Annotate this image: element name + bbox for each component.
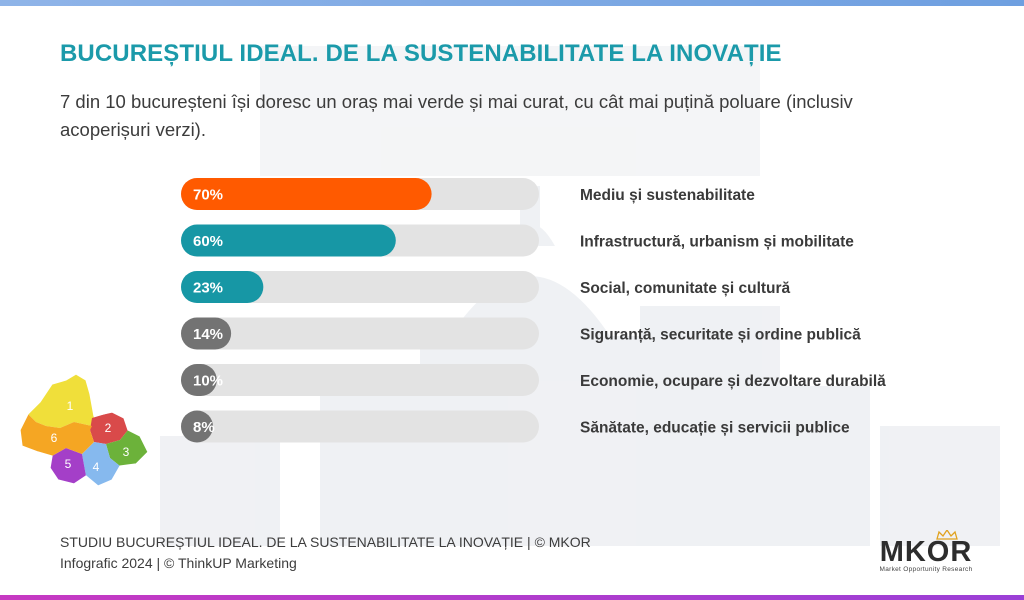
logo-tagline: Market Opportunity Research <box>879 566 973 573</box>
category-label: Social, comunitate și cultură <box>580 280 791 297</box>
map-sector-1 <box>28 374 94 428</box>
bar-track <box>181 410 539 443</box>
mkor-logo: MKOR Market Opportunity Research <box>868 530 984 574</box>
map-sector-3 <box>106 430 148 466</box>
bar-value-label: 10% <box>193 373 223 390</box>
page-subtitle: 7 din 10 bucureșteni își doresc un oraș … <box>60 91 853 140</box>
footer-study-line: STUDIU BUCUREȘTIUL IDEAL. DE LA SUSTENAB… <box>60 534 591 550</box>
map-sector-label: 2 <box>105 421 112 435</box>
bar-track <box>181 364 539 396</box>
bar <box>181 271 264 303</box>
bar-track <box>181 317 539 350</box>
bar <box>181 410 213 443</box>
bucharest-sectors-map: 1 2 3 4 5 6 <box>19 373 149 487</box>
bottom-accent-strip <box>0 595 1024 600</box>
category-label: Infrastructură, urbanism și mobilitate <box>580 234 854 251</box>
map-sector-label: 4 <box>93 460 100 474</box>
map-sector-2 <box>90 412 128 444</box>
map-sector-5 <box>50 448 86 484</box>
bar <box>181 224 396 257</box>
footer-infographic-line: Infografic 2024 | © ThinkUP Marketing <box>60 555 297 571</box>
bar <box>181 178 432 210</box>
footer-credits: STUDIU BUCUREȘTIUL IDEAL. DE LA SUSTENAB… <box>60 532 591 574</box>
bar <box>181 317 232 350</box>
page-title: BUCUREȘTIUL IDEAL. DE LA SUSTENABILITATE… <box>60 40 782 67</box>
map-sector-4 <box>82 442 120 486</box>
bar-value-label: 60% <box>193 233 223 250</box>
bar-track <box>181 271 539 303</box>
map-sector-label: 3 <box>123 445 130 459</box>
map-sector-label: 5 <box>65 457 72 471</box>
bar-value-label: 8% <box>193 419 215 436</box>
logo-wordmark: MKOR <box>879 536 973 568</box>
crown-icon <box>936 530 958 540</box>
bar <box>181 364 217 396</box>
category-label: Sănătate, educație și servicii publice <box>580 420 850 437</box>
category-label: Economie, ocupare și dezvoltare durabilă <box>580 373 886 390</box>
map-sector-6 <box>20 414 94 456</box>
category-label: Siguranță, securitate și ordine publică <box>580 327 861 344</box>
top-accent-strip <box>0 0 1024 6</box>
bar-value-label: 23% <box>193 280 223 297</box>
map-sector-label: 6 <box>51 431 58 445</box>
map-sector-label: 1 <box>67 399 74 413</box>
bar-value-label: 70% <box>193 187 223 204</box>
bar-value-label: 14% <box>193 326 223 343</box>
category-label: Mediu și sustenabilitate <box>580 187 755 204</box>
